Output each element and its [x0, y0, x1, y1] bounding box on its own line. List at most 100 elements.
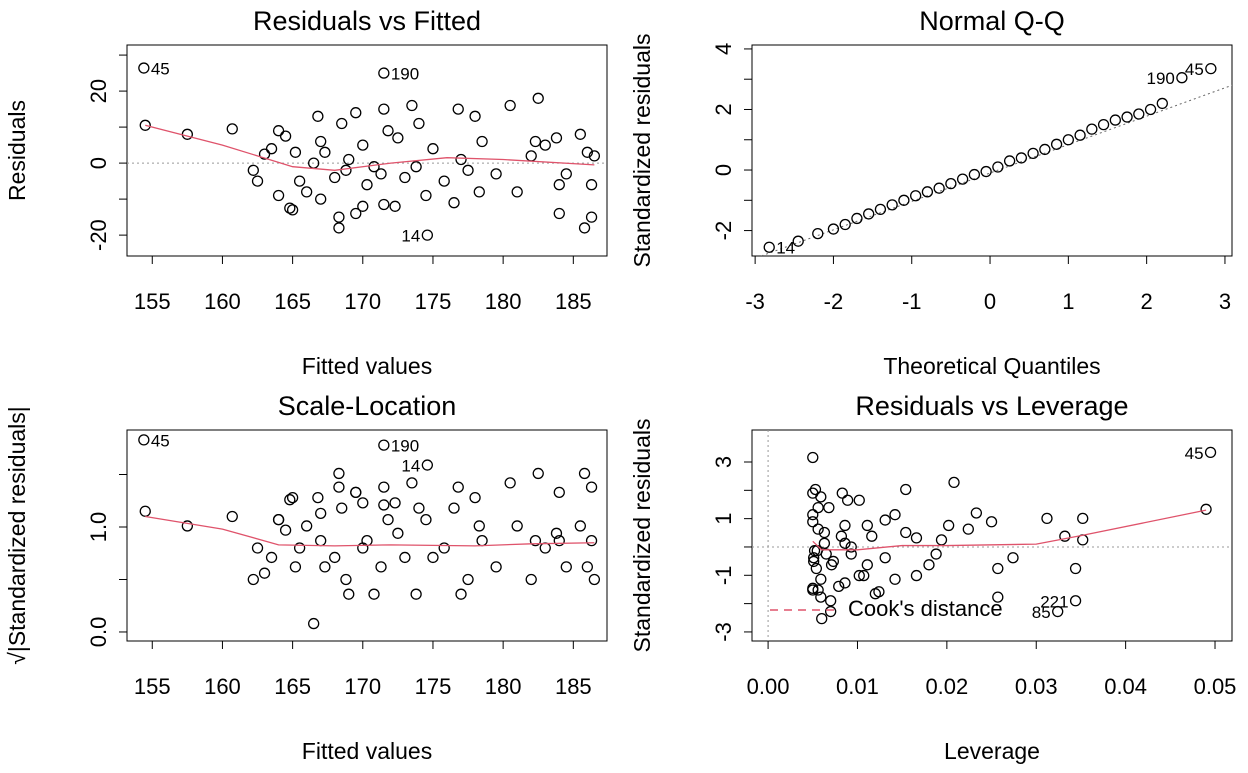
point	[812, 227, 824, 240]
point	[462, 573, 474, 586]
x-tick-label: 1	[1062, 289, 1074, 314]
x-tick-label: 175	[415, 674, 452, 699]
point	[866, 530, 878, 542]
point	[378, 481, 390, 493]
point	[1003, 155, 1016, 167]
point	[1069, 562, 1082, 575]
point	[861, 559, 873, 571]
point	[581, 561, 594, 573]
point	[818, 537, 831, 549]
point	[807, 516, 819, 528]
point	[585, 211, 598, 223]
point	[139, 119, 151, 131]
panel-title: Residuals vs Fitted	[253, 6, 481, 36]
point	[455, 588, 467, 600]
point	[1121, 111, 1133, 123]
point	[560, 561, 572, 573]
x-axis-label: Fitted values	[302, 353, 432, 379]
point-label: 14	[776, 239, 795, 258]
point	[473, 186, 485, 198]
point	[343, 588, 355, 600]
point	[265, 551, 278, 564]
plot-box	[751, 429, 1233, 642]
y-axis-label: √|Standardized residuals|	[4, 406, 30, 665]
point	[816, 612, 828, 625]
x-axis-label: Theoretical Quantiles	[883, 353, 1100, 379]
point	[511, 186, 523, 198]
point	[336, 117, 348, 130]
point	[504, 477, 516, 489]
point	[476, 135, 488, 148]
point	[889, 573, 901, 585]
x-tick-label: 0.00	[747, 674, 790, 699]
point	[308, 617, 320, 630]
point	[427, 143, 439, 155]
point	[1052, 605, 1064, 618]
point	[473, 520, 485, 532]
point	[985, 516, 998, 528]
point	[992, 161, 1004, 173]
point	[948, 476, 960, 489]
point	[968, 168, 981, 181]
y-tick-label: -3	[711, 622, 736, 642]
point	[343, 153, 355, 166]
point	[869, 588, 882, 600]
point	[410, 588, 422, 600]
point	[945, 177, 957, 190]
point	[357, 542, 369, 554]
point	[933, 182, 945, 194]
point	[585, 481, 598, 493]
point	[851, 212, 863, 225]
point	[810, 562, 823, 575]
point	[1097, 118, 1110, 131]
point	[815, 573, 827, 585]
smooth-line	[145, 515, 595, 547]
point	[293, 175, 306, 187]
point	[251, 542, 264, 554]
point	[956, 173, 969, 185]
point	[1144, 103, 1157, 116]
smooth-line	[812, 509, 1207, 551]
point	[138, 62, 150, 74]
point	[420, 189, 432, 202]
y-tick-label: 1.0	[86, 512, 111, 543]
point	[889, 509, 901, 521]
point	[329, 171, 341, 184]
point	[1062, 134, 1074, 146]
point	[1205, 62, 1217, 75]
x-tick-label: -2	[824, 289, 844, 314]
point	[841, 494, 854, 506]
point	[399, 171, 411, 184]
point	[839, 519, 851, 532]
point	[1086, 123, 1098, 135]
point	[315, 534, 327, 547]
point	[336, 502, 348, 514]
plot-box	[126, 44, 608, 257]
point	[319, 146, 331, 158]
x-tick-label: 175	[415, 289, 452, 314]
point	[992, 591, 1004, 603]
point-label: 45	[151, 60, 170, 79]
point	[389, 200, 401, 212]
x-tick-label: 0.05	[1194, 674, 1237, 699]
x-tick-label: 180	[485, 289, 522, 314]
point	[247, 164, 259, 176]
point-label: 85	[1032, 603, 1051, 622]
point	[421, 229, 434, 241]
x-tick-label: 0	[984, 289, 996, 314]
point	[827, 223, 840, 235]
point	[553, 207, 565, 220]
point	[825, 605, 837, 618]
point	[553, 486, 565, 499]
point	[427, 551, 439, 564]
point	[1133, 108, 1145, 120]
point	[910, 569, 923, 582]
panel: Residuals vs Fitted Fitted values Residual…	[4, 6, 608, 379]
point	[942, 519, 955, 532]
point	[389, 497, 401, 509]
point	[469, 491, 481, 504]
point	[1059, 530, 1071, 542]
point	[312, 491, 324, 504]
point	[504, 99, 516, 112]
point	[900, 526, 912, 539]
